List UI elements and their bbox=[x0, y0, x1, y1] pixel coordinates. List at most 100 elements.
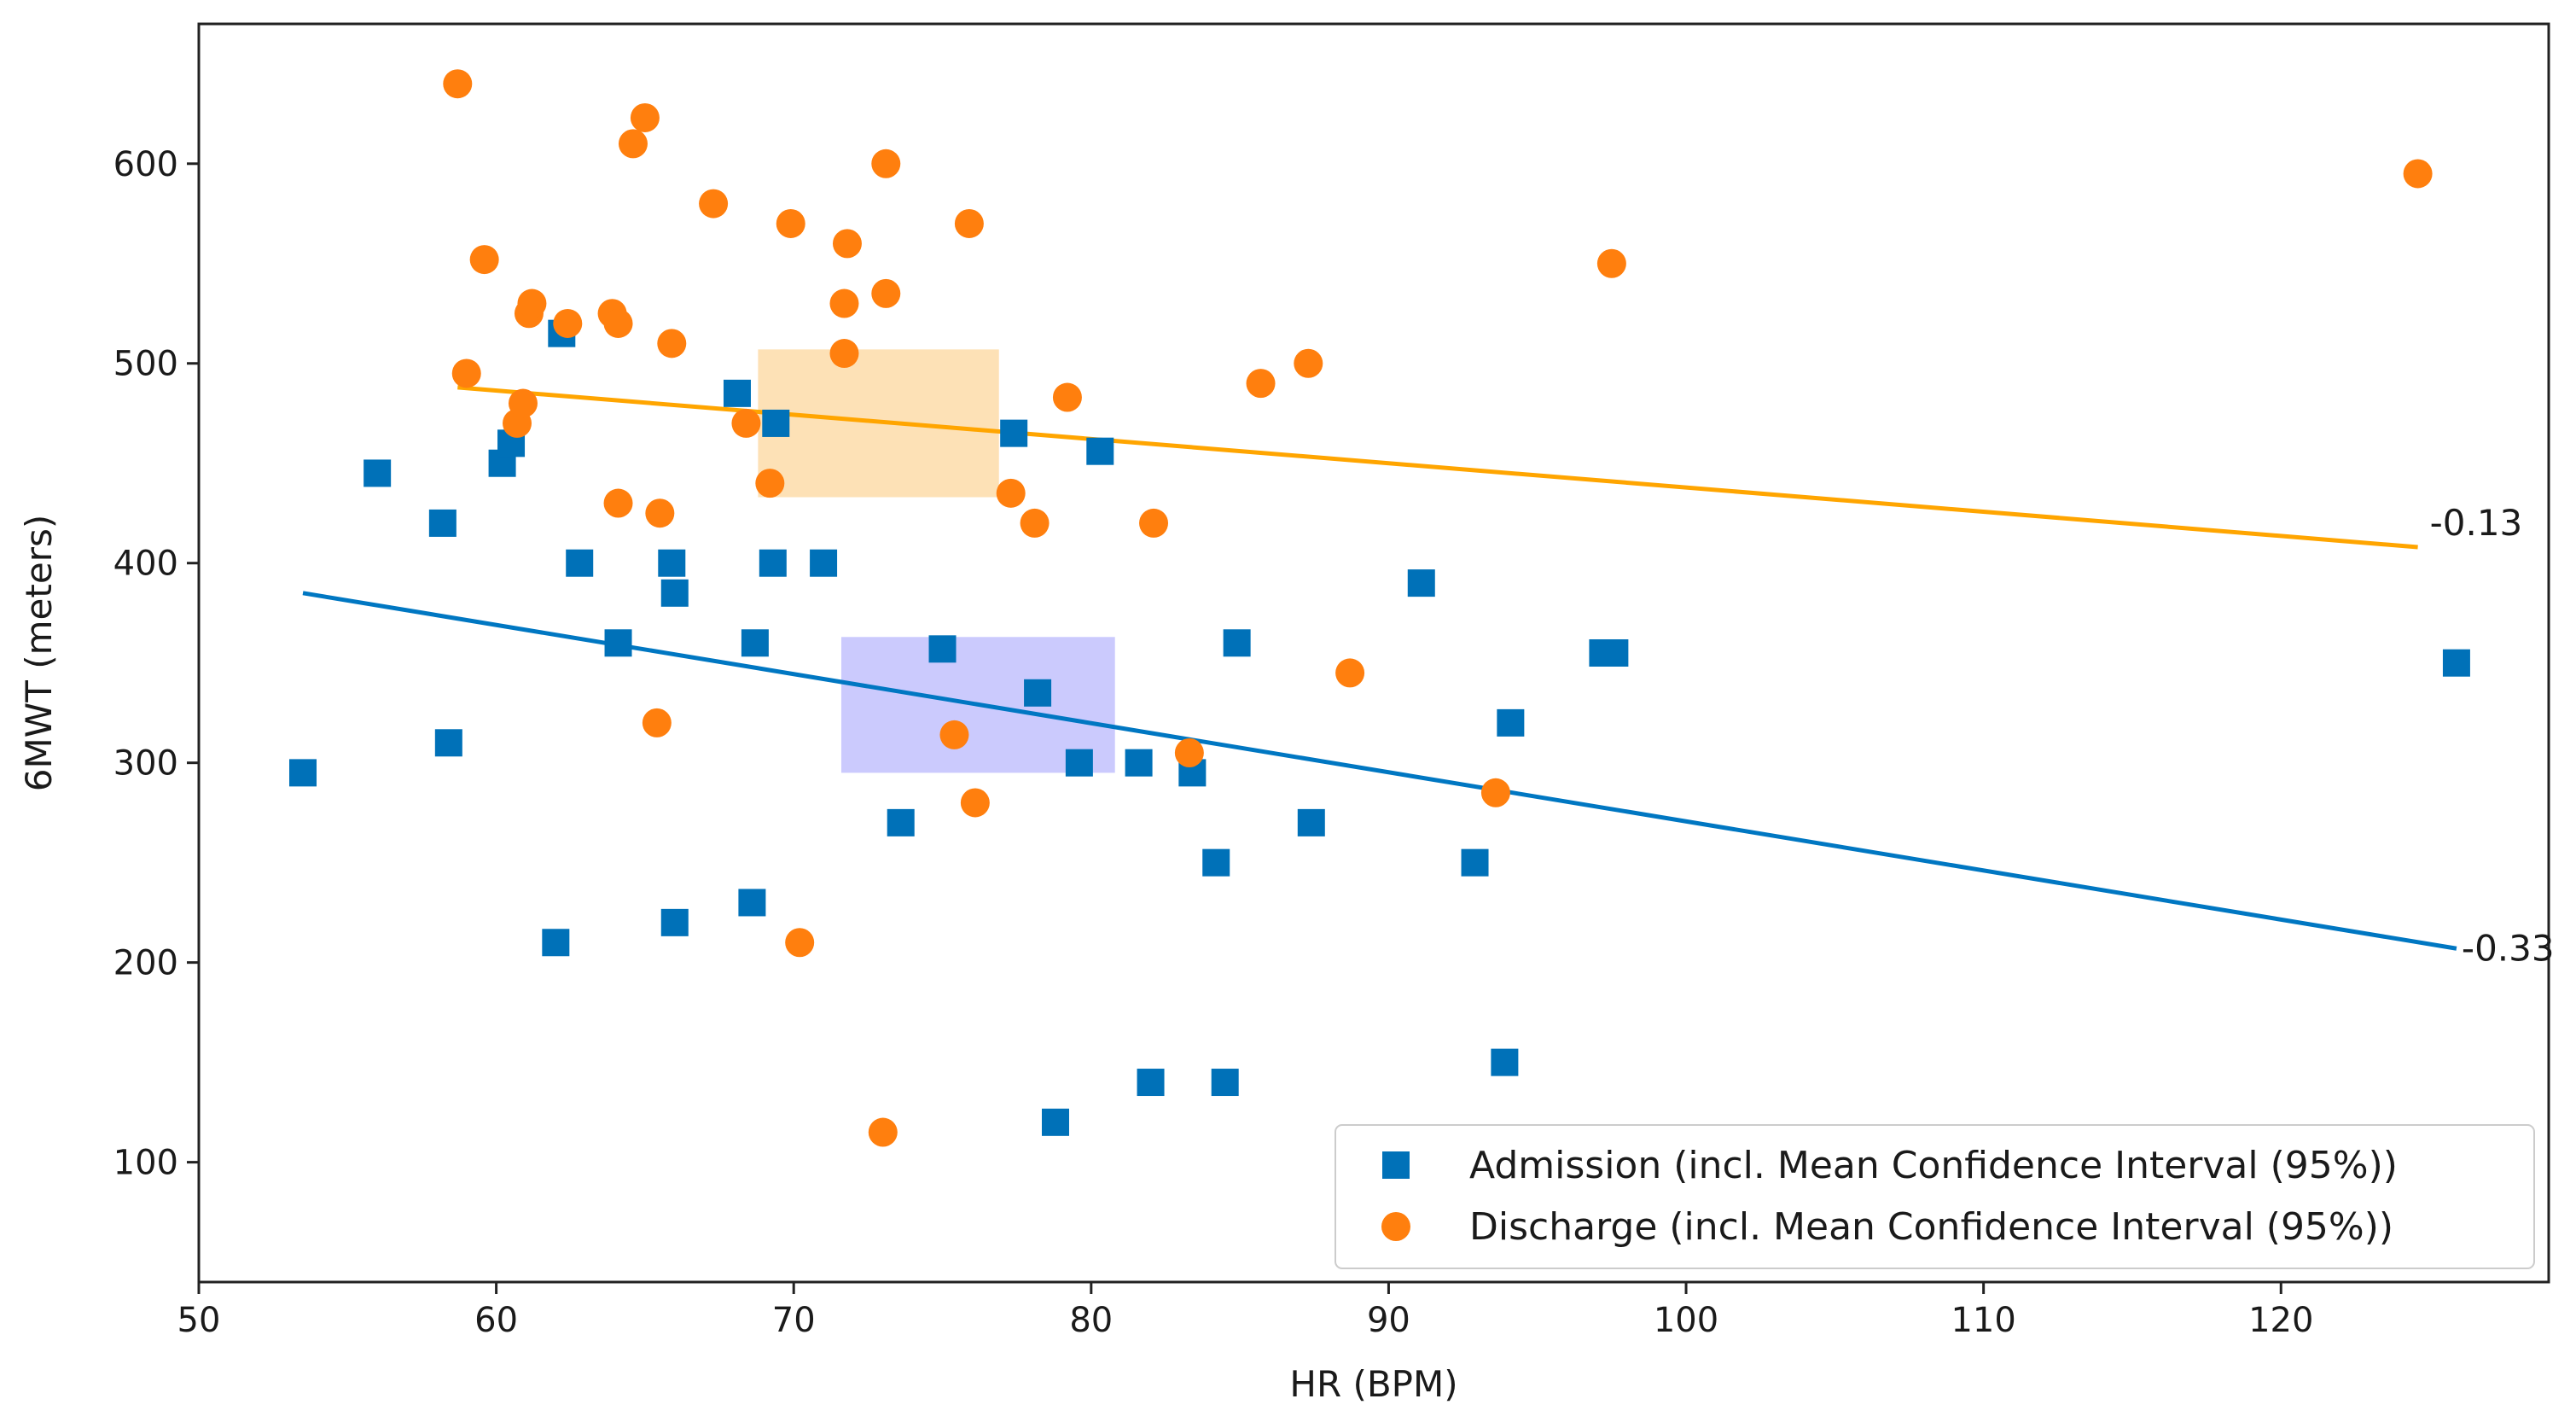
discharge-point bbox=[829, 339, 859, 369]
admission-point bbox=[1041, 1108, 1069, 1136]
discharge-point bbox=[2403, 159, 2433, 189]
discharge-point bbox=[1020, 508, 1050, 538]
discharge-point bbox=[1139, 508, 1169, 538]
discharge-point bbox=[954, 208, 984, 238]
x-tick-label: 90 bbox=[1367, 1301, 1410, 1340]
y-tick-label: 200 bbox=[113, 944, 178, 983]
admission-point bbox=[542, 929, 570, 957]
discharge-point bbox=[1174, 737, 1204, 767]
discharge-point bbox=[645, 498, 675, 528]
x-tick-label: 70 bbox=[772, 1301, 816, 1340]
y-tick-label: 500 bbox=[113, 345, 178, 384]
admission-point bbox=[660, 908, 689, 936]
discharge-point bbox=[871, 149, 901, 178]
discharge-point bbox=[1596, 248, 1626, 278]
legend-admission-marker bbox=[1382, 1151, 1410, 1179]
y-tick-label: 100 bbox=[113, 1144, 178, 1183]
discharge-point bbox=[517, 289, 547, 318]
admission-point bbox=[759, 549, 787, 577]
admission-point bbox=[1223, 629, 1251, 657]
discharge-point bbox=[618, 129, 648, 159]
admission-point bbox=[1065, 749, 1093, 777]
plot-frame bbox=[197, 22, 2550, 1284]
admission-point bbox=[762, 409, 790, 437]
discharge-point bbox=[871, 278, 901, 308]
legend: Admission (incl. Mean Confidence Interva… bbox=[1335, 1124, 2535, 1269]
discharge-slope-label: -0.13 bbox=[2430, 502, 2523, 544]
discharge-point bbox=[603, 308, 633, 338]
discharge-point bbox=[469, 245, 499, 275]
discharge-point bbox=[553, 308, 583, 338]
discharge-point bbox=[603, 488, 633, 518]
y-axis-label: 6MWT (meters) bbox=[18, 515, 60, 791]
admission-point bbox=[1125, 749, 1153, 777]
discharge-point bbox=[731, 408, 761, 438]
admission-point bbox=[1202, 848, 1230, 877]
discharge-point bbox=[868, 1117, 898, 1147]
discharge-point bbox=[642, 708, 672, 737]
x-tick-label: 50 bbox=[177, 1301, 221, 1340]
discharge-point bbox=[630, 102, 660, 132]
discharge-point bbox=[776, 208, 805, 238]
discharge-point bbox=[699, 189, 729, 219]
admission-point bbox=[1024, 679, 1052, 707]
x-tick-label: 80 bbox=[1069, 1301, 1113, 1340]
discharge-point bbox=[996, 478, 1026, 508]
discharge-point bbox=[832, 229, 862, 259]
y-tick-label: 400 bbox=[113, 545, 178, 584]
admission-point bbox=[658, 549, 686, 577]
admission-point bbox=[1086, 437, 1114, 465]
admission-point bbox=[660, 579, 689, 607]
x-tick-label: 60 bbox=[474, 1301, 518, 1340]
discharge-point bbox=[939, 720, 969, 749]
admission-point bbox=[928, 635, 957, 663]
discharge-point bbox=[1246, 369, 1276, 399]
discharge-point bbox=[1052, 382, 1082, 412]
admission-point bbox=[1000, 419, 1028, 447]
discharge-point bbox=[1480, 778, 1510, 807]
discharge-point bbox=[451, 358, 481, 388]
admission-point bbox=[566, 549, 594, 577]
admission-slope-label: -0.33 bbox=[2462, 927, 2555, 969]
admission-point bbox=[887, 808, 915, 836]
admission-trend-line bbox=[302, 591, 2457, 951]
admission-point bbox=[434, 729, 462, 757]
admission-point bbox=[604, 629, 632, 657]
admission-point bbox=[1491, 1048, 1519, 1076]
x-tick-label: 120 bbox=[2248, 1301, 2313, 1340]
x-tick-label: 100 bbox=[1654, 1301, 1718, 1340]
admission-point bbox=[1407, 569, 1435, 597]
discharge-point bbox=[1294, 348, 1323, 378]
admission-point bbox=[810, 549, 838, 577]
trend-lines bbox=[302, 385, 2457, 951]
admission-point bbox=[1497, 708, 1525, 737]
admission-point bbox=[723, 379, 751, 407]
admission-point bbox=[1137, 1069, 1165, 1097]
admission-point bbox=[363, 459, 392, 487]
discharge-point bbox=[657, 329, 687, 358]
discharge-point bbox=[508, 388, 538, 418]
discharge-point bbox=[785, 928, 815, 958]
discharge-point bbox=[443, 69, 473, 99]
admission-point bbox=[1601, 639, 1629, 667]
x-tick-label: 110 bbox=[1951, 1301, 2015, 1340]
legend-discharge-marker bbox=[1381, 1212, 1410, 1241]
admission-point bbox=[428, 509, 456, 537]
admission-point bbox=[738, 889, 766, 917]
y-tick-label: 300 bbox=[113, 744, 178, 784]
discharge-point bbox=[960, 788, 990, 818]
admission-point bbox=[1461, 848, 1489, 877]
legend-discharge-label: Discharge (incl. Mean Confidence Interva… bbox=[1469, 1205, 2393, 1249]
admission-point bbox=[289, 759, 317, 787]
discharge-point bbox=[755, 469, 785, 498]
x-axis-label: HR (BPM) bbox=[1289, 1363, 1457, 1405]
legend-box bbox=[1335, 1124, 2535, 1269]
data-points bbox=[289, 69, 2470, 1147]
admission-point bbox=[2442, 649, 2470, 677]
axis-ticks: 50 60 70 80 90 100 110 120 100 200 300 400 500 600 bbox=[113, 145, 2314, 1340]
discharge-point bbox=[829, 289, 859, 318]
legend-admission-label: Admission (incl. Mean Confidence Interva… bbox=[1469, 1144, 2398, 1187]
y-tick-label: 600 bbox=[113, 145, 178, 184]
admission-point bbox=[1211, 1069, 1239, 1097]
